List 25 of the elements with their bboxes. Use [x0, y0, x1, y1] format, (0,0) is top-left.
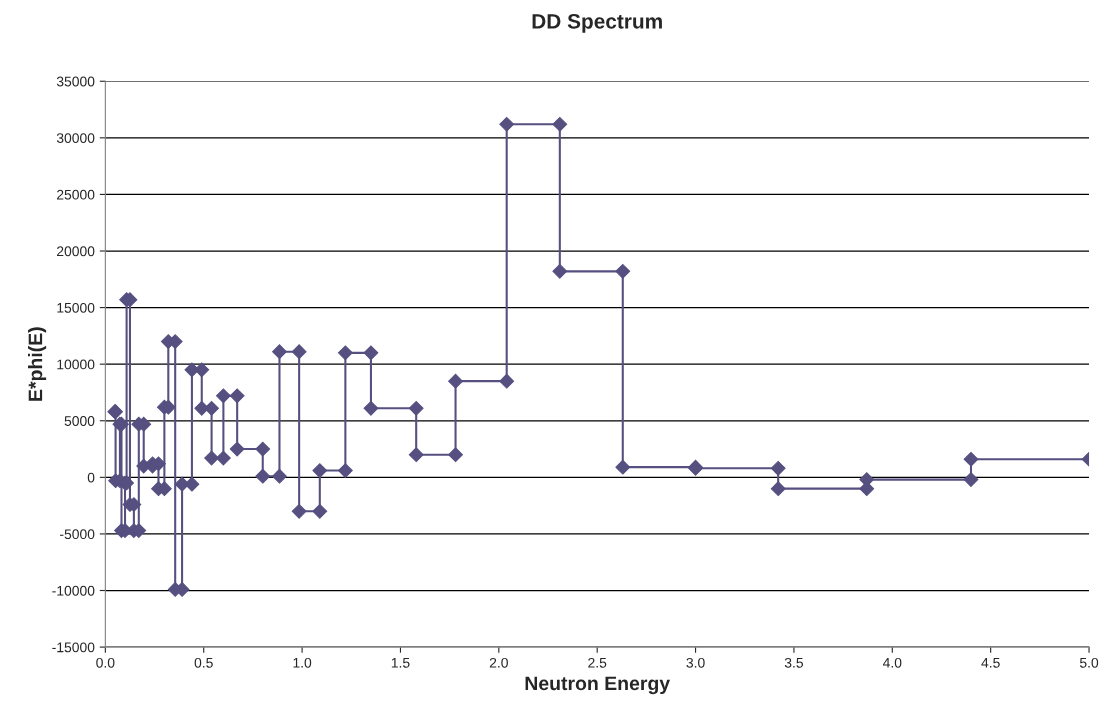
x-tick-label: 2.0 [489, 657, 508, 668]
y-tick-label: -5000 [60, 529, 95, 540]
y-tick-label: 20000 [57, 246, 95, 257]
y-tick-label: -10000 [52, 585, 95, 596]
x-tick-label: 4.0 [882, 657, 902, 668]
y-tick-label: 15000 [57, 302, 95, 313]
x-axis-title: Neutron Energy [525, 676, 671, 695]
x-tick-label: 0.0 [96, 657, 115, 668]
x-tick-label: 3.5 [784, 657, 804, 668]
x-tick-label: 3.0 [686, 657, 705, 668]
x-tick-label: 4.5 [981, 658, 1000, 668]
x-tick-label: 1.5 [391, 658, 410, 668]
y-tick-label: 5000 [64, 416, 95, 426]
x-tick-label: 5.0 [1079, 657, 1099, 668]
x-tick-label: 2.5 [588, 657, 607, 668]
y-tick-label: 10000 [57, 359, 95, 370]
y-axis-title: E*phi(E) [28, 327, 47, 401]
y-tick-label: 35000 [56, 76, 95, 87]
y-tick-label: 25000 [57, 189, 95, 200]
y-tick-label: 0 [87, 472, 95, 483]
y-tick-label: 30000 [56, 133, 95, 143]
x-tick-label: 0.5 [194, 657, 213, 668]
chart-title: DD Spectrum [532, 13, 662, 33]
y-tick-label: -15000 [52, 642, 95, 653]
x-tick-label: 1.0 [293, 657, 312, 668]
